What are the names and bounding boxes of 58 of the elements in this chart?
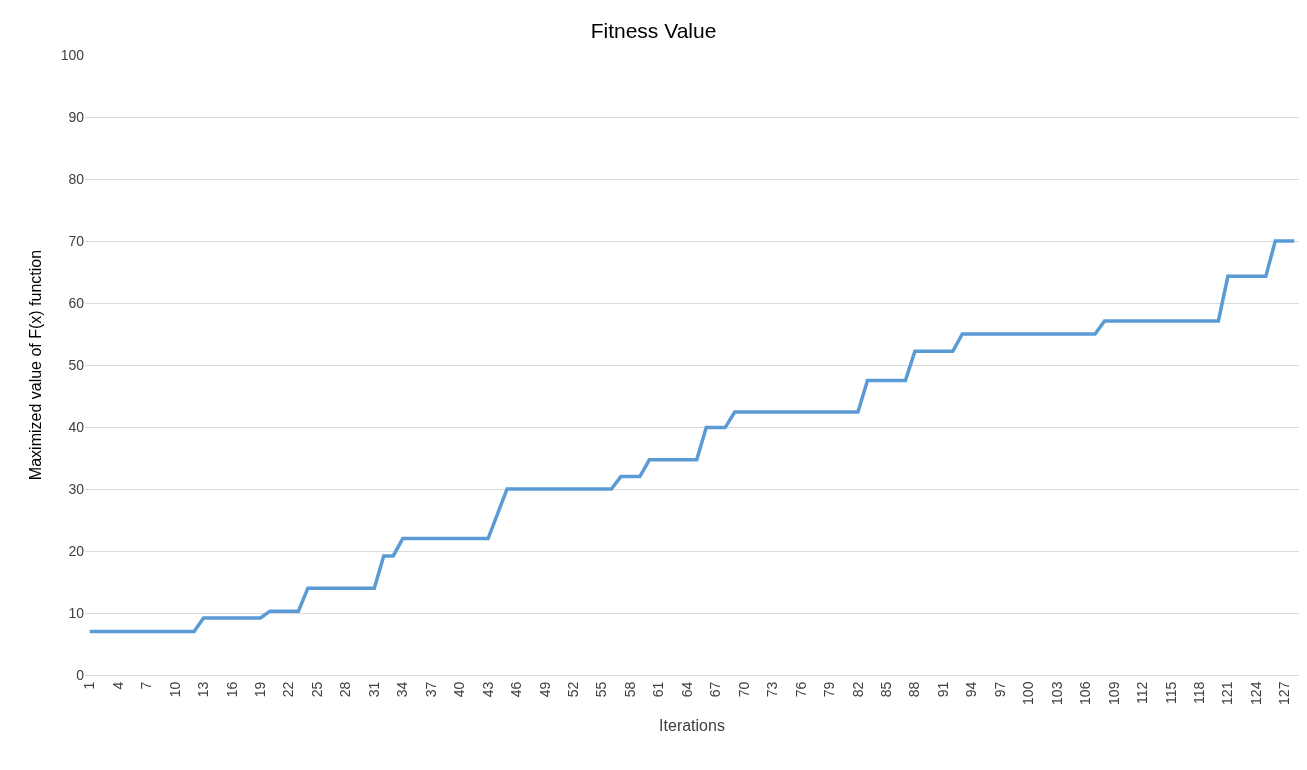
x-tick-label: 34 [394,681,411,698]
y-tick-label: 10 [68,604,85,621]
y-tick-label: 50 [68,356,85,373]
x-tick-label: 55 [593,681,610,698]
y-tick-label: 60 [68,294,85,311]
x-tick-label: 40 [451,681,468,698]
x-tick-label: 82 [849,681,866,698]
x-tick-label: 61 [650,681,667,698]
x-tick-label: 76 [792,681,809,698]
line-series [87,239,1297,634]
x-tick-label: 16 [223,681,240,698]
x-tick-label: 118 [1190,681,1207,704]
chart-title: Fitness Value [590,18,717,42]
x-tick-label: 85 [877,681,894,698]
x-tick-label: 28 [337,681,354,698]
x-tick-label: 106 [1077,681,1094,705]
y-tick-label: 30 [68,480,85,497]
x-tick-label: 103 [1048,681,1065,705]
x-tick-label: 13 [195,681,212,698]
y-tick-label: 80 [68,170,85,187]
x-tick-label: 49 [536,681,553,698]
x-tick-label: 64 [678,681,695,698]
x-tick-label: 94 [963,681,980,698]
x-tick-label: 43 [479,681,496,698]
x-tick-label: 79 [821,681,838,698]
x-tick-label: 10 [166,681,183,698]
x-tick-label: 31 [365,681,382,698]
x-tick-label: 91 [934,681,951,698]
x-tick-label: 124 [1247,681,1264,705]
x-tick-label: 121 [1219,681,1236,705]
x-tick-label: 88 [906,681,923,698]
x-tick-label: 127 [1276,681,1293,705]
x-tick-label: 1 [81,681,98,690]
x-tick-label: 46 [508,681,525,698]
y-tick-label: 90 [68,108,85,125]
x-axis-title: Iterations [659,716,725,734]
x-tick-label: 52 [565,681,581,698]
x-tick-label: 58 [621,681,638,698]
y-axis-title: Maximized value of F(x) function [26,249,44,481]
x-tick-label: 73 [764,681,781,698]
x-tick-label: 25 [308,681,325,698]
x-tick-label: 109 [1105,681,1122,705]
x-tick-label: 115 [1162,681,1179,704]
x-tick-label: 37 [422,681,439,698]
y-tick-label: 70 [68,232,85,249]
x-tick-label: 112 [1134,681,1151,704]
x-tick-label: 67 [707,681,724,698]
y-tick-label: 20 [68,542,85,559]
x-tick-label: 4 [109,681,126,690]
x-tick-label: 19 [252,681,269,698]
y-tick-label: 40 [68,418,85,435]
x-tick-label: 22 [280,681,297,698]
y-tick-label: 100 [60,46,85,63]
x-tick-label: 100 [1020,681,1037,705]
x-tick-label: 70 [735,681,752,698]
x-tick-label: 7 [138,681,155,690]
x-tick-label: 97 [991,681,1008,698]
y-tick-label: 0 [76,666,85,683]
